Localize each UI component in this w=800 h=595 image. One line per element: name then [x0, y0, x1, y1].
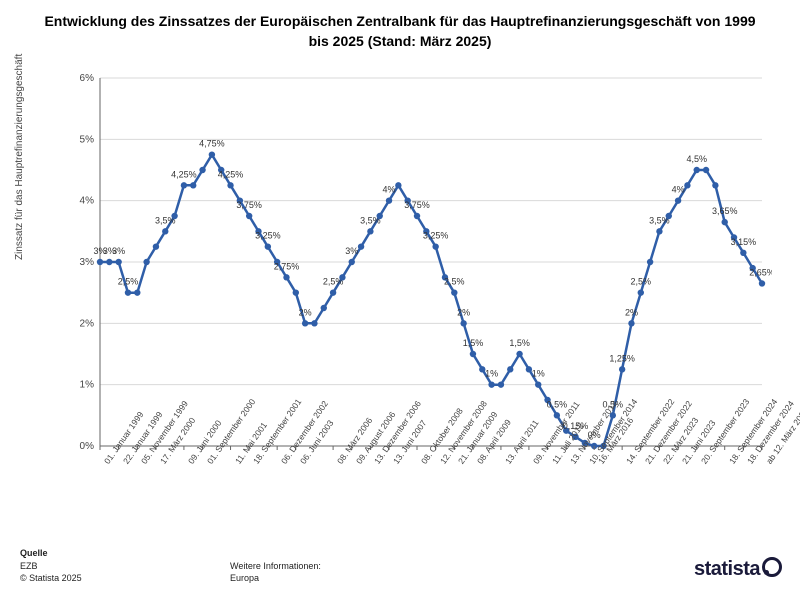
svg-text:1,5%: 1,5%: [509, 338, 530, 348]
svg-text:4%: 4%: [383, 185, 396, 195]
svg-text:2,65%: 2,65%: [749, 267, 772, 277]
svg-text:1%: 1%: [80, 380, 95, 391]
svg-text:4%: 4%: [672, 185, 685, 195]
svg-text:5%: 5%: [80, 134, 95, 145]
source-value: EZB: [20, 560, 82, 573]
svg-text:1,5%: 1,5%: [463, 338, 484, 348]
svg-text:1%: 1%: [532, 369, 545, 379]
svg-text:0%: 0%: [80, 441, 95, 452]
svg-text:4%: 4%: [80, 196, 95, 207]
svg-text:2%: 2%: [80, 318, 95, 329]
svg-text:4,25%: 4,25%: [218, 169, 244, 179]
svg-text:3%: 3%: [80, 257, 95, 268]
svg-text:1,25%: 1,25%: [609, 353, 635, 363]
svg-text:3,25%: 3,25%: [255, 231, 281, 241]
svg-text:3,25%: 3,25%: [423, 231, 449, 241]
svg-text:2,5%: 2,5%: [118, 277, 139, 287]
svg-text:4,75%: 4,75%: [199, 139, 225, 149]
svg-text:4,5%: 4,5%: [686, 154, 707, 164]
svg-text:4,25%: 4,25%: [171, 169, 197, 179]
svg-text:3,75%: 3,75%: [236, 200, 262, 210]
svg-text:2,5%: 2,5%: [631, 277, 652, 287]
more-info-value: Europa: [230, 572, 321, 585]
y-axis-label: Zinssatz für das Hauptrefinanzierungsges…: [14, 54, 25, 260]
copyright: © Statista 2025: [20, 572, 82, 585]
svg-text:1%: 1%: [485, 369, 498, 379]
svg-text:3,65%: 3,65%: [712, 206, 738, 216]
svg-text:3%: 3%: [345, 246, 358, 256]
chart-title: Entwicklung des Zinssatzes der Europäisc…: [0, 0, 800, 55]
svg-text:2%: 2%: [457, 307, 470, 317]
svg-text:0,5%: 0,5%: [547, 399, 568, 409]
svg-text:2,5%: 2,5%: [444, 277, 465, 287]
more-info-heading: Weitere Informationen:: [230, 560, 321, 573]
svg-text:3,15%: 3,15%: [731, 237, 757, 247]
svg-text:2%: 2%: [299, 307, 312, 317]
svg-text:3,75%: 3,75%: [404, 200, 430, 210]
svg-text:2%: 2%: [625, 307, 638, 317]
more-info-block: Weitere Informationen: Europa: [230, 560, 321, 585]
source-block: Quelle EZB © Statista 2025: [20, 547, 82, 585]
statista-logo: statista: [694, 557, 782, 581]
svg-text:3%: 3%: [112, 246, 125, 256]
chart-plot: 0%1%2%3%4%5%6%3%3%3%2,5%3,5%4,25%4,75%4,…: [72, 72, 772, 452]
x-axis-labels: 01. Januar 199922. Januar 199905. Novemb…: [72, 452, 772, 542]
svg-text:2,75%: 2,75%: [274, 261, 300, 271]
svg-text:6%: 6%: [80, 73, 95, 84]
source-heading: Quelle: [20, 547, 82, 560]
